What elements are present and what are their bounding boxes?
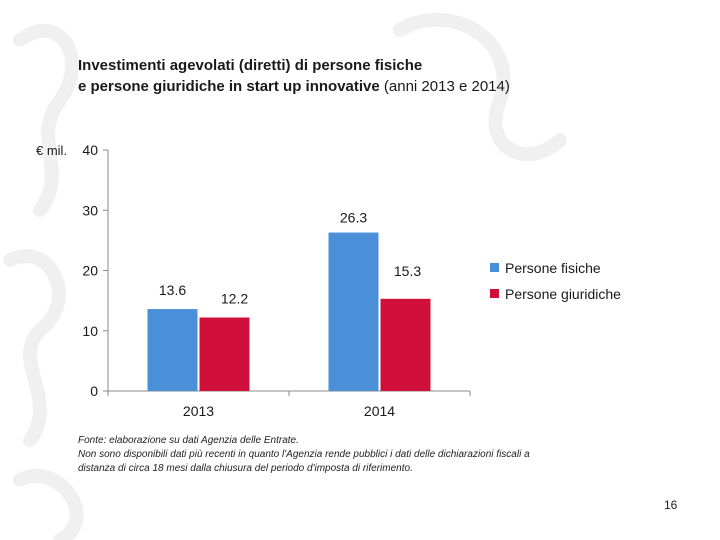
- page-number: 16: [664, 498, 678, 512]
- footnote-source: Fonte: elaborazione su dati Agenzia dell…: [78, 435, 299, 446]
- legend-swatch: [490, 263, 499, 272]
- footnote-note-2: distanza di circa 18 mesi dalla chiusura…: [78, 463, 413, 474]
- y-tick-label: 30: [82, 202, 98, 218]
- bar: [328, 232, 379, 391]
- bar: [147, 309, 198, 391]
- y-tick-label: 0: [90, 383, 98, 399]
- y-tick-label: 10: [82, 323, 98, 339]
- y-tick-label: 20: [82, 263, 98, 279]
- chart-legend: Persone fisiche Persone giuridiche: [490, 260, 621, 302]
- legend-label: Persone giuridiche: [505, 286, 621, 302]
- footnote: Fonte: elaborazione su dati Agenzia dell…: [78, 434, 658, 476]
- title-line-1: Investimenti agevolati (diretti) di pers…: [78, 57, 423, 74]
- chart-labels: 13.6 12.2 2013 26.3 15.3 2014: [159, 210, 421, 419]
- chart-title: Investimenti agevolati (diretti) di pers…: [78, 55, 510, 97]
- title-line-2-light: (anni 2013 e 2014): [379, 78, 510, 95]
- chart-bars: [147, 232, 431, 391]
- legend-swatch: [490, 289, 499, 298]
- data-label: 12.2: [221, 290, 248, 306]
- title-line-2: e persone giuridiche in start up innovat…: [78, 76, 510, 97]
- bar: [199, 317, 250, 391]
- bar: [380, 298, 431, 391]
- data-label: 15.3: [394, 263, 421, 279]
- x-tick-label: 2014: [364, 403, 395, 419]
- x-tick-label: 2013: [183, 403, 214, 419]
- y-tick-label: 40: [82, 142, 98, 158]
- data-label: 13.6: [159, 282, 186, 298]
- footnote-note-1: Non sono disponibili dati più recenti in…: [78, 449, 530, 460]
- data-label: 26.3: [340, 210, 367, 226]
- y-axis-label: € mil.: [36, 143, 67, 158]
- legend-label: Persone fisiche: [505, 260, 601, 276]
- title-line-2-bold: e persone giuridiche in start up innovat…: [78, 78, 380, 95]
